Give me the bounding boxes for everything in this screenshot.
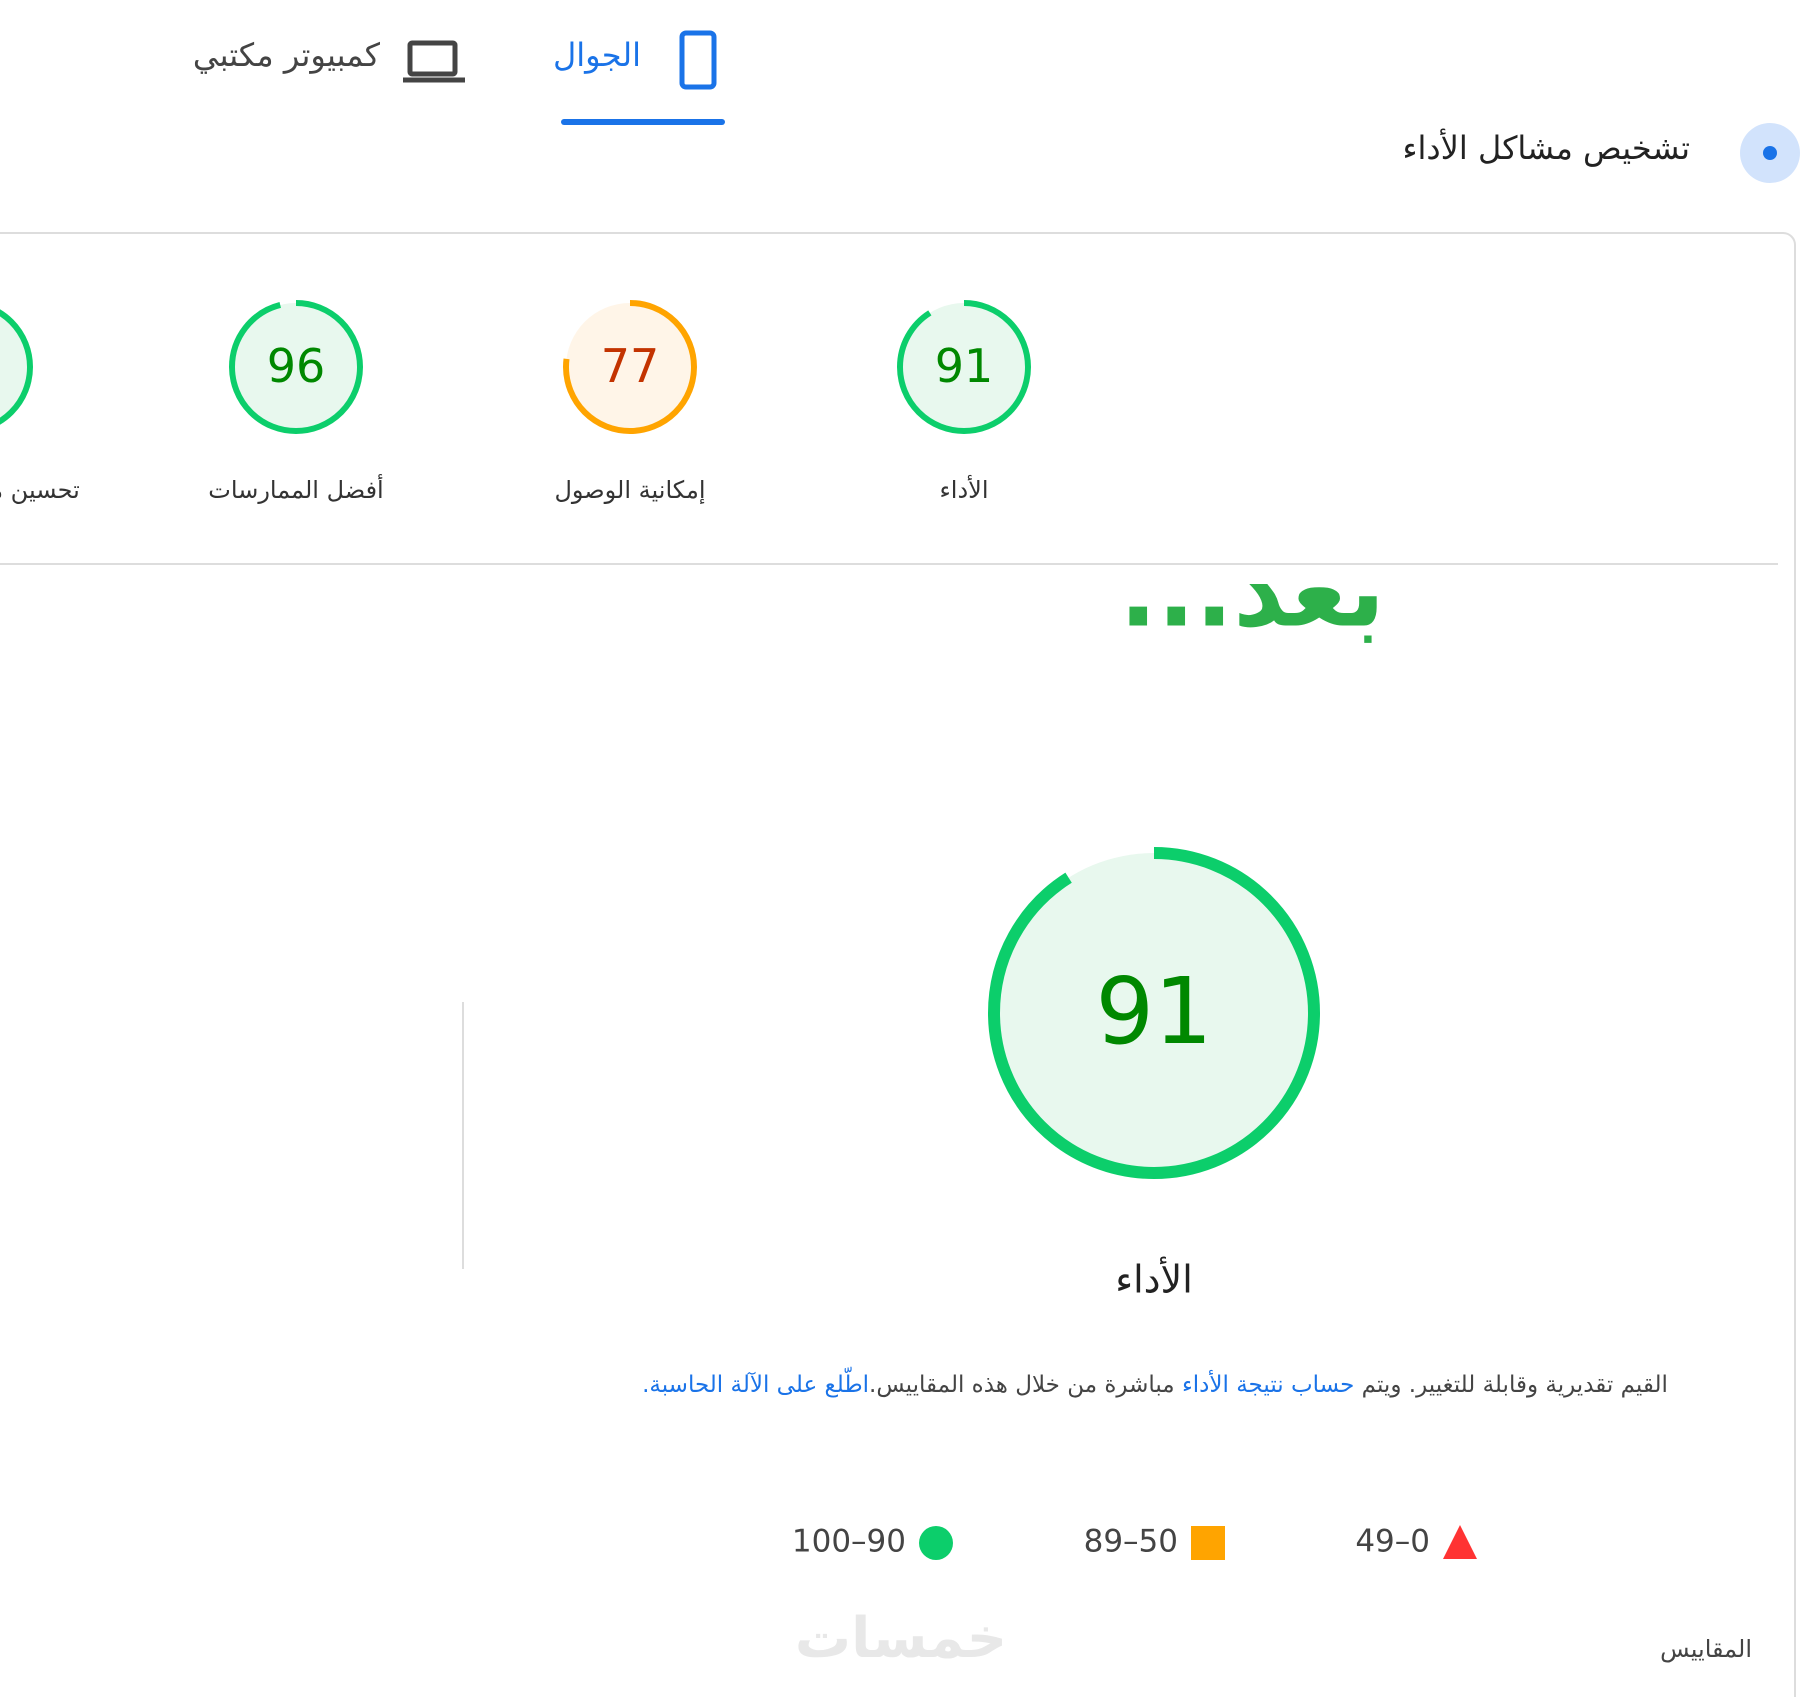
- category-label: أفضل الممارسات: [208, 474, 383, 504]
- main-label: الأداء: [1115, 1256, 1193, 1302]
- gauge-score: 91: [1095, 958, 1212, 1065]
- footer-label: المقاييس: [1660, 1635, 1752, 1663]
- gauge-ring: [0, 309, 33, 425]
- description: القيم تقديرية وقابلة للتغيير. ويتم حساب …: [630, 1358, 1680, 1412]
- legend-range: 0–49: [1355, 1524, 1430, 1560]
- card: [0, 232, 1796, 1697]
- description-text: القيم تقديرية وقابلة للتغيير. ويتم: [1354, 1372, 1668, 1398]
- calculator-link[interactable]: اطّلع على الآلة الحاسبة.: [642, 1372, 870, 1398]
- category-label: الأداء: [940, 475, 989, 504]
- gauge-score: 96: [267, 339, 326, 393]
- tab-underline: [561, 119, 725, 125]
- mobile-icon: [679, 30, 717, 90]
- tab-desktop[interactable]: كمبيوتر مكتبي: [193, 36, 381, 74]
- legend-circle: [919, 1526, 953, 1560]
- gauges: 91 الأداء 77 إمكانية الوصول 96 أفضل الممارسات…: [0, 300, 1477, 1560]
- category-label: إمكانية الوصول: [554, 476, 705, 505]
- gauge-fill: [900, 303, 1028, 431]
- legend-square: [1191, 1526, 1225, 1560]
- section-title: تشخيص مشاكل الأداء: [1402, 128, 1690, 167]
- legend-range: 50–89: [1084, 1524, 1178, 1560]
- description-text: مباشرة من خلال هذه المقاييس.: [869, 1372, 1182, 1398]
- section-icon: [1763, 146, 1777, 160]
- gauge-fill: [232, 303, 360, 431]
- gauge-arc: [988, 847, 1320, 1179]
- gauge-score: 91: [935, 339, 994, 393]
- gauge-fill: [566, 303, 694, 431]
- gauge-arc: [897, 300, 1031, 434]
- gauge-score: 77: [601, 339, 660, 393]
- tab-mobile[interactable]: الجوال: [553, 36, 641, 74]
- legend-range: 90–100: [792, 1524, 906, 1560]
- gauge-arc: [229, 300, 363, 434]
- gauge-arc: [563, 300, 697, 434]
- category-label: تحسين محركات البحث: [0, 476, 80, 504]
- description-link[interactable]: حساب نتيجة الأداء: [1181, 1372, 1355, 1398]
- watermark: خمسات: [795, 1606, 1007, 1671]
- desktop-icon: [403, 40, 465, 83]
- overlay-text: بعد...: [1119, 532, 1385, 649]
- legend-triangle: [1443, 1525, 1477, 1559]
- gauge-fill: [994, 853, 1314, 1173]
